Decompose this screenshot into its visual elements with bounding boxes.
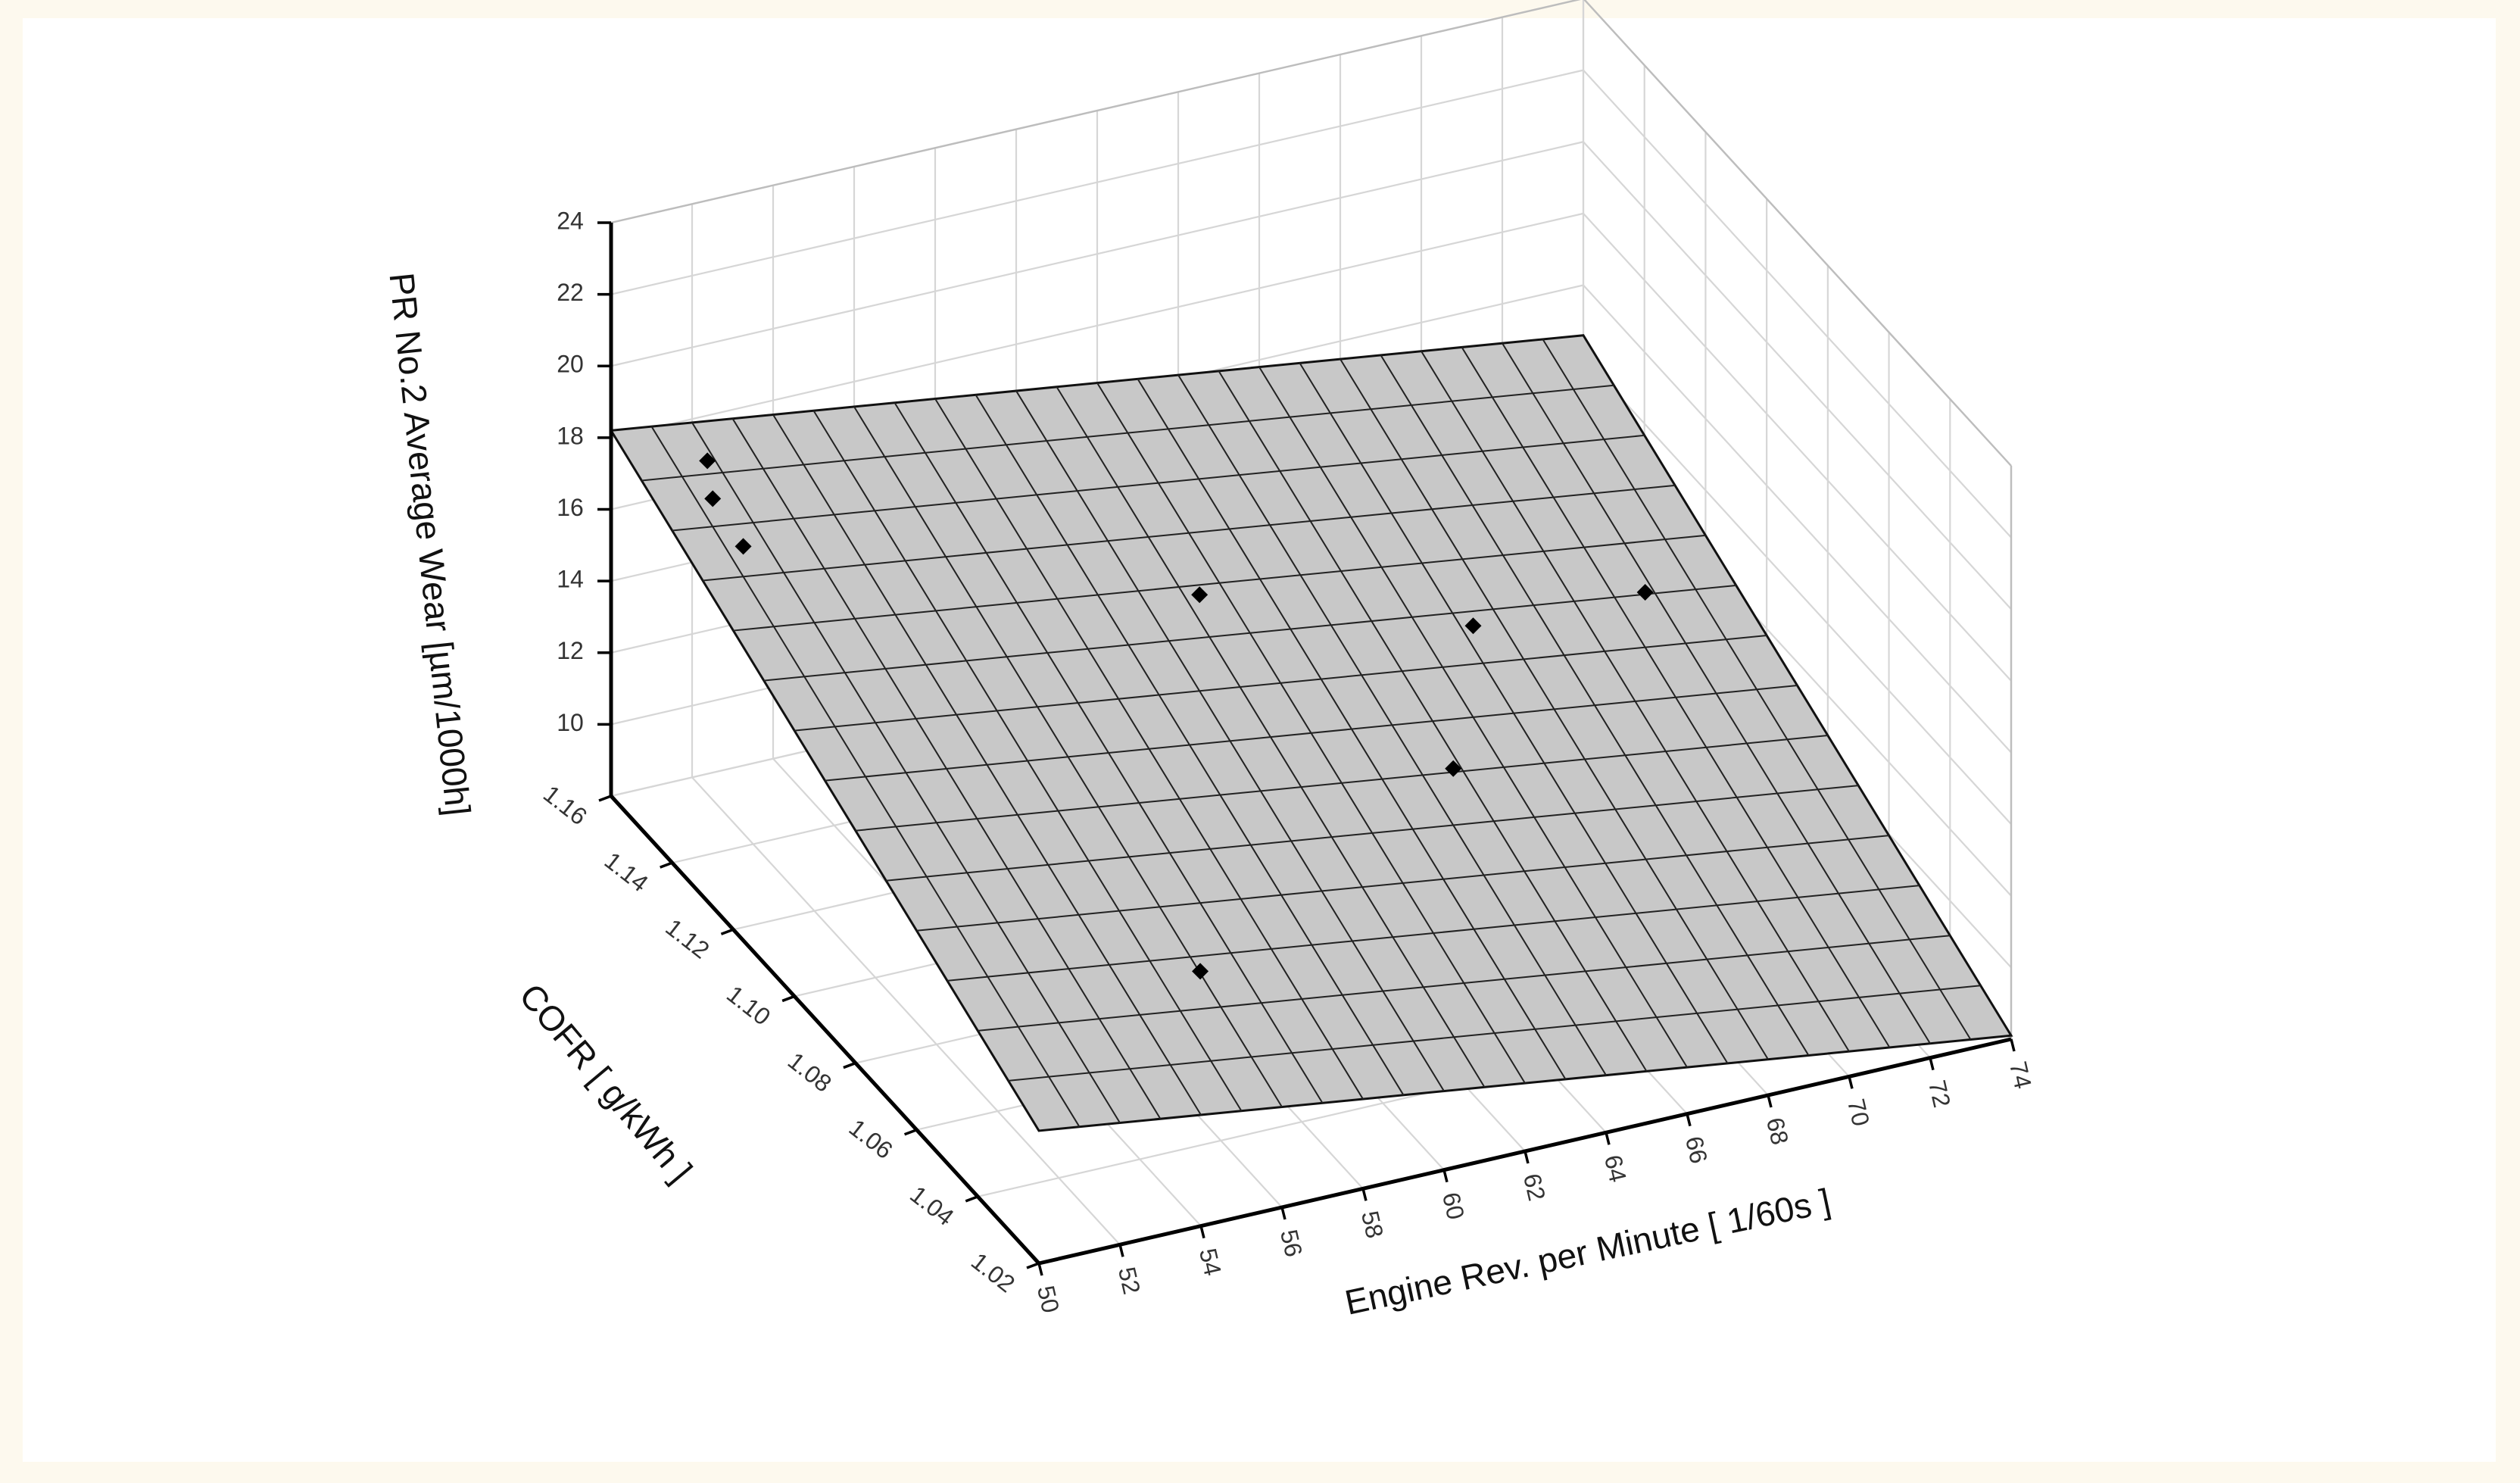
frame-edge <box>1583 0 2012 467</box>
side-wall-grid-line <box>1583 213 2012 682</box>
axes <box>597 221 2016 1276</box>
back-wall-grid-line <box>610 69 1584 295</box>
x-tick-label: 54 <box>1194 1246 1227 1279</box>
x-tick-mark <box>1118 1244 1124 1257</box>
y-tick-label: 1.14 <box>600 847 653 898</box>
y-tick-label: 1.12 <box>660 913 714 964</box>
y-tick-label: 1.02 <box>966 1247 1020 1298</box>
data-point-6 <box>1636 584 1654 601</box>
x-tick-mark <box>1929 1057 1935 1071</box>
x-tick-mark <box>1361 1188 1368 1201</box>
y-tick-mark <box>598 795 612 802</box>
z-tick-label: 24 <box>557 207 584 234</box>
x-tick-label: 58 <box>1356 1208 1389 1241</box>
x-axis-title: Engine Rev. per Minute [ 1/60s ] <box>1342 1181 1834 1322</box>
x-tick-mark <box>1199 1225 1205 1239</box>
data-point-2 <box>699 452 716 470</box>
x-tick-mark <box>2010 1038 2016 1052</box>
floor-grid-line <box>691 776 1121 1246</box>
surface-mesh-line <box>825 685 1798 782</box>
z-tick-label: 10 <box>557 709 584 736</box>
surface-mesh-line <box>1008 985 1981 1082</box>
z-tick-label: 20 <box>557 351 584 378</box>
x-tick-mark <box>1767 1094 1773 1108</box>
data-point-7 <box>1445 760 1462 777</box>
surface-mesh-line <box>855 735 1828 832</box>
surface-mesh-line <box>733 534 1706 632</box>
y-tick-mark <box>1026 1262 1040 1269</box>
y-tick-label: 1.04 <box>905 1180 959 1231</box>
surface-mesh-line <box>641 384 1614 482</box>
data-point-4 <box>1191 586 1209 604</box>
x-tick-label: 60 <box>1437 1190 1470 1222</box>
surface-mesh-line <box>702 484 1676 582</box>
y-axis-title: COFR [ g/kWh ] <box>512 976 700 1190</box>
y-axis-line <box>610 795 1040 1265</box>
x-tick-label: 68 <box>1761 1115 1794 1147</box>
x-tick-label: 72 <box>1923 1078 1956 1110</box>
y-tick-mark <box>781 994 795 1003</box>
z-tick-label: 16 <box>557 494 584 521</box>
x-tick-mark <box>1686 1113 1692 1127</box>
surface-mesh-line <box>763 584 1736 682</box>
surface-mesh-line <box>794 634 1767 732</box>
x-tick-label: 52 <box>1113 1264 1146 1297</box>
x-tick-mark <box>1524 1150 1530 1164</box>
side-wall-grid-line <box>1583 356 2012 825</box>
x-tick-label: 62 <box>1518 1171 1551 1204</box>
x-tick-label: 70 <box>1842 1096 1875 1129</box>
back-wall-grid-line <box>610 212 1584 439</box>
fitted-surface <box>609 334 2013 1132</box>
x-tick-mark <box>1037 1263 1043 1276</box>
y-tick-mark <box>720 928 734 935</box>
x-tick-label: 50 <box>1032 1283 1065 1316</box>
x-tick-mark <box>1280 1207 1287 1220</box>
x-tick-mark <box>1605 1132 1611 1145</box>
side-wall-grid-line <box>1583 69 2012 539</box>
x-tick-label: 74 <box>2004 1059 2037 1091</box>
x-tick-label: 56 <box>1275 1227 1308 1260</box>
data-point-8 <box>1192 963 1209 980</box>
x-tick-label: 66 <box>1680 1134 1713 1166</box>
y-tick-mark <box>965 1195 978 1203</box>
y-tick-label: 1.16 <box>538 780 592 831</box>
z-tick-label: 22 <box>557 279 584 306</box>
surface-mesh-line <box>916 835 1889 932</box>
frame-edge <box>610 0 1581 224</box>
x-tick-mark <box>1442 1169 1449 1183</box>
surface-mesh-line <box>672 434 1645 532</box>
data-point-5 <box>1464 617 1482 635</box>
y-tick-mark <box>903 1129 918 1136</box>
data-points <box>699 452 1654 980</box>
data-point-1 <box>704 490 722 507</box>
y-tick-mark <box>660 861 673 869</box>
y-tick-label: 1.06 <box>844 1113 898 1164</box>
surface-mesh-line <box>886 785 1859 882</box>
side-wall-grid-line <box>1583 284 2012 754</box>
z-axis-title: PR No.2 Average Wear [µm/1000h] <box>382 270 478 817</box>
x-tick-mark <box>1848 1076 1854 1089</box>
data-point-3 <box>734 538 752 555</box>
z-tick-label: 12 <box>557 637 584 664</box>
z-tick-label: 14 <box>557 566 584 593</box>
surface-mesh-line <box>947 885 1920 982</box>
y-tick-label: 1.10 <box>722 980 775 1031</box>
back-wall-grid-line <box>610 141 1584 367</box>
surface-mesh-line <box>978 935 1951 1032</box>
z-tick-label: 18 <box>557 422 584 449</box>
side-wall-grid-line <box>1583 141 2012 610</box>
y-tick-label: 1.08 <box>783 1047 837 1097</box>
y-tick-mark <box>843 1061 856 1069</box>
x-tick-label: 64 <box>1599 1152 1632 1185</box>
